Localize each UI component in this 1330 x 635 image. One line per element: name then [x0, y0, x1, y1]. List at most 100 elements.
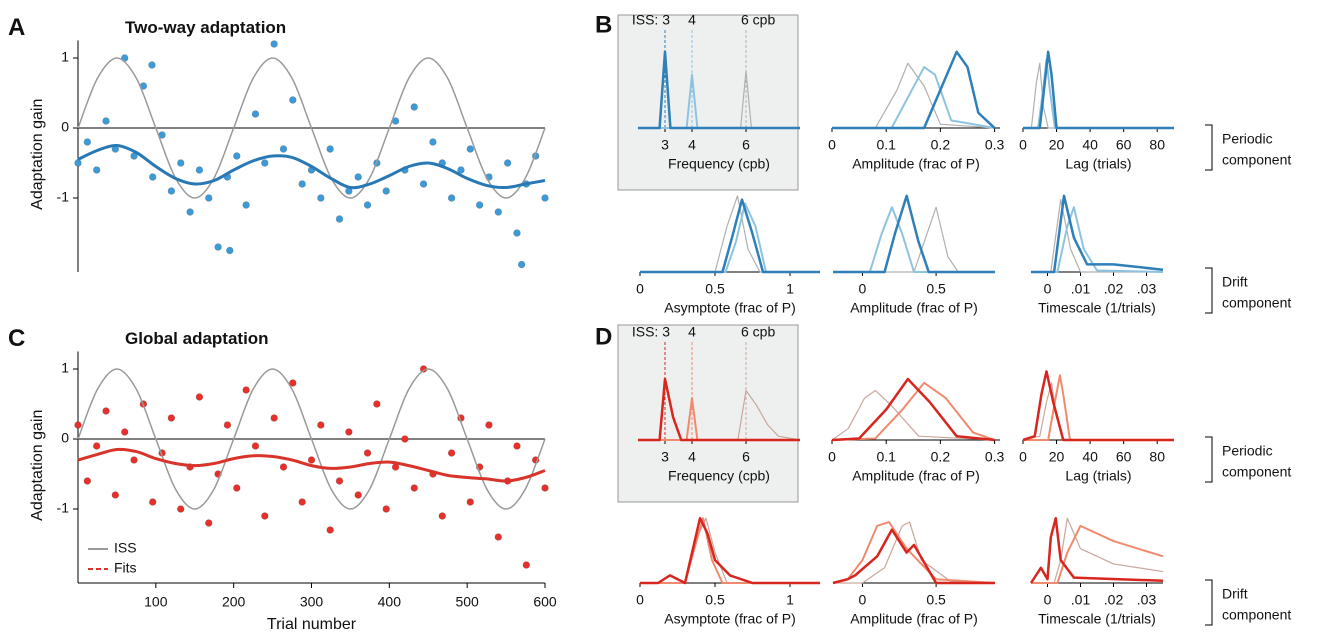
data-point — [214, 243, 222, 251]
data-point — [335, 477, 344, 485]
series-line — [640, 517, 820, 584]
panel-density: 0 0.5 Amplitude (frac of P) — [833, 194, 995, 316]
data-point — [373, 400, 381, 408]
x-tick-label: 0.1 — [876, 137, 896, 153]
series-line — [1022, 370, 1174, 442]
x-tick-label: 4 — [688, 137, 696, 153]
data-point — [475, 201, 484, 209]
x-tick-label: 0 — [828, 137, 836, 153]
data-point — [242, 386, 250, 394]
row-bracket — [1205, 436, 1213, 483]
series-line — [833, 194, 995, 274]
data-point — [335, 215, 344, 223]
data-point — [354, 491, 362, 499]
data-point — [233, 484, 241, 492]
data-point — [74, 159, 82, 167]
series-line — [77, 368, 546, 510]
x-axis-label: Amplitude (frac of P) — [850, 611, 978, 627]
series-line — [832, 62, 995, 129]
data-point — [382, 187, 390, 195]
data-point — [102, 117, 110, 125]
x-tick-label: 20 — [1049, 137, 1065, 153]
series-line — [1029, 516, 1164, 584]
data-point — [148, 61, 156, 69]
panel-box — [617, 14, 799, 191]
series-line — [833, 521, 996, 584]
x-axis-label: Asymptote (frac of P) — [664, 300, 795, 316]
data-point — [326, 145, 334, 153]
data-point — [326, 526, 334, 534]
data-point — [522, 561, 531, 569]
x-tick-label: 80 — [1149, 137, 1165, 153]
data-point — [195, 166, 204, 174]
data-point — [92, 166, 101, 174]
x-tick-label: .02 — [1104, 592, 1124, 608]
chart-title: Global adaptation — [125, 329, 269, 348]
series-line — [638, 50, 800, 130]
data-point — [541, 484, 549, 492]
data-point — [438, 512, 446, 520]
series-line — [1023, 50, 1174, 130]
data-point — [205, 194, 213, 202]
x-tick-label: 1 — [786, 592, 794, 608]
data-point — [111, 491, 120, 499]
iss-label: 6 cpb — [741, 12, 775, 28]
data-point — [307, 456, 316, 464]
x-axis-label: Amplitude (frac of P) — [852, 156, 980, 172]
y-tick-label: -1 — [57, 189, 70, 205]
data-point — [363, 201, 372, 209]
data-point — [233, 152, 241, 160]
series-line — [833, 206, 995, 273]
data-point — [363, 449, 372, 457]
x-tick-label: 0 — [859, 592, 867, 608]
x-tick-label: 6 — [742, 137, 750, 153]
data-point — [401, 435, 409, 443]
x-tick-label: 0.3 — [985, 449, 1005, 465]
data-point — [130, 456, 138, 464]
panel-density: 0 0.5 Amplitude (frac of P) — [832, 521, 996, 627]
y-axis-label: Adaptation gain — [29, 99, 46, 210]
iss-label: ISS: 3 — [632, 324, 670, 340]
data-point — [83, 477, 92, 485]
data-point — [167, 187, 176, 195]
panel-density: 0 0.5 1 Asymptote (frac of P) — [636, 195, 820, 316]
series-line — [77, 57, 546, 199]
y-tick-label: 0 — [61, 430, 69, 446]
x-tick-label: 0 — [1019, 137, 1027, 153]
data-point — [410, 103, 418, 111]
data-point — [177, 159, 185, 167]
x-tick-label: 0.5 — [926, 592, 946, 608]
row-label: Periodic — [1222, 131, 1273, 147]
data-point — [345, 428, 353, 436]
x-tick-label: 0 — [859, 281, 867, 297]
x-tick-label: 0 — [828, 449, 836, 465]
data-point — [457, 166, 465, 174]
x-tick-label: 0.2 — [931, 449, 951, 465]
panel-density: 0 0.1 0.2 0.3 Amplitude (frac of P) — [828, 50, 1005, 172]
x-tick-label: 3 — [661, 449, 669, 465]
y-axis-label: Adaptation gain — [29, 410, 46, 521]
x-tick-label: 3 — [661, 137, 669, 153]
data-point — [503, 159, 512, 167]
row-bracket — [1205, 579, 1213, 626]
data-point — [279, 145, 288, 153]
x-tick-label: 300 — [300, 594, 324, 610]
data-point — [298, 498, 306, 506]
data-point — [226, 246, 234, 255]
row-label: component — [1222, 152, 1291, 168]
x-tick-label: .01 — [1071, 592, 1091, 608]
y-tick-label: 1 — [61, 49, 69, 65]
x-tick-label: 0 — [1044, 281, 1052, 297]
x-tick-label: 40 — [1082, 449, 1098, 465]
panel-letter: A — [8, 14, 25, 41]
x-tick-label: 60 — [1116, 449, 1132, 465]
iss-label: 6 cpb — [741, 324, 775, 340]
data-point — [513, 442, 521, 450]
data-point — [167, 414, 176, 422]
data-point — [485, 421, 493, 429]
data-point — [242, 201, 250, 209]
x-tick-label: 0 — [636, 592, 644, 608]
y-tick-label: -1 — [57, 500, 70, 516]
x-tick-label: 0 — [1044, 592, 1052, 608]
panel-letter: C — [8, 325, 25, 352]
